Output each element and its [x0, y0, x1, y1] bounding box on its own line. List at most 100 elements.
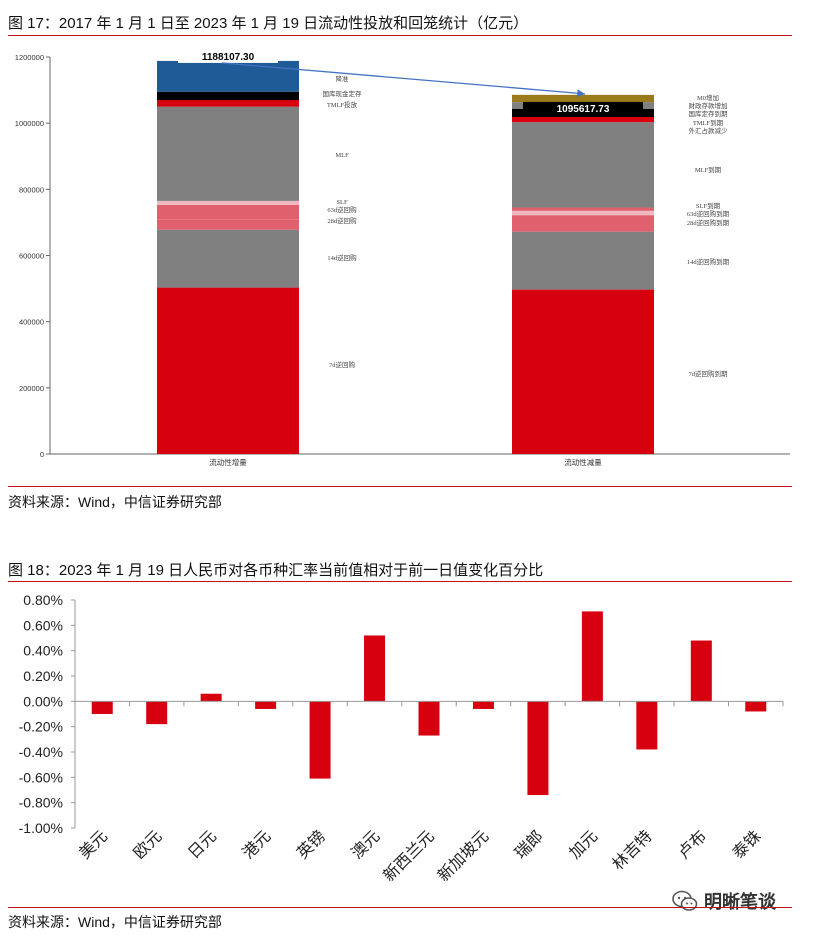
segment-label: 降准 — [336, 74, 350, 83]
y-tick-label: 0.80% — [23, 592, 63, 608]
segment-label: 财政存款增加 — [689, 101, 728, 110]
segment-label: 28d逆回购 — [327, 216, 357, 225]
fig18-source-rule — [8, 907, 792, 908]
watermark-text: 明晰笔谈 — [704, 892, 776, 912]
bar-segment — [512, 119, 654, 123]
x-tick-label: 美元 — [76, 827, 111, 862]
segment-label: 国库定存到期 — [689, 109, 729, 118]
bar-segment — [157, 204, 299, 220]
y-tick-label: 1000000 — [15, 119, 44, 128]
bar — [91, 701, 113, 714]
bar-segment — [512, 207, 654, 211]
y-tick-label: 0.60% — [23, 617, 63, 633]
fig17-source-rule — [8, 486, 792, 487]
bar-segment — [512, 215, 654, 232]
total-label: 1188107.30 — [202, 52, 255, 63]
segment-label: 14d逆回购 — [327, 253, 357, 262]
x-tick-label: 泰铢 — [729, 827, 764, 862]
bar — [418, 701, 440, 736]
bar-segment — [157, 91, 299, 101]
segment-label: 外汇占款减少 — [689, 126, 729, 135]
x-tick-label: 流动性增量 — [209, 457, 247, 467]
y-tick-label: -0.20% — [19, 719, 63, 735]
y-tick-label: 0.00% — [23, 693, 63, 709]
y-tick-label: -0.40% — [19, 744, 63, 760]
x-tick-label: 瑞郎 — [511, 827, 546, 862]
segment-label: SLF — [336, 199, 348, 206]
x-tick-label: 新西兰元 — [380, 827, 438, 885]
bar — [146, 701, 168, 725]
y-tick-label: 800000 — [19, 185, 44, 194]
x-tick-label: 新加坡元 — [434, 827, 492, 885]
bar-segment — [157, 200, 299, 205]
x-tick-label: 英镑 — [294, 827, 329, 862]
watermark: 明晰笔谈 — [672, 888, 776, 914]
segment-label: 63d逆回购到期 — [687, 209, 730, 218]
x-tick-label: 林吉特 — [609, 827, 656, 874]
bar-segment — [157, 100, 299, 104]
bar-segment — [512, 94, 654, 103]
total-label: 1095617.73 — [557, 104, 610, 115]
x-tick-label: 港元 — [239, 827, 274, 862]
fx-change-bar-chart: -1.00% -0.80% -0.60% -0.40% -0.20% 0.00% 0.20%… — [19, 592, 784, 885]
bar-segment — [512, 117, 654, 120]
y-tick-label: 200000 — [19, 384, 44, 393]
bar — [472, 701, 494, 709]
segment-label: 7d逆回购到期 — [689, 369, 729, 378]
bar — [581, 611, 603, 702]
y-tick-label: -0.80% — [19, 795, 63, 811]
fig17-title: 图 17：2017 年 1 月 1 日至 2023 年 1 月 19 日流动性投… — [8, 15, 529, 32]
x-tick-label: 日元 — [185, 828, 220, 863]
bar-segment — [157, 60, 299, 92]
x-tick-label: 卢布 — [675, 827, 710, 862]
y-tick-label: 1200000 — [15, 53, 44, 62]
segment-label: MLF到期 — [695, 166, 722, 174]
segment-label: TMLF到期 — [693, 119, 724, 127]
x-tick-label: 澳元 — [348, 827, 383, 862]
y-tick-label: 400000 — [19, 318, 44, 327]
bar — [745, 701, 767, 712]
comparison-arrow — [221, 62, 586, 98]
total-label-bg — [523, 101, 643, 115]
liquidity-stacked-bar-chart: 0 200000 400000 600000 800000 1000000 1200000 流… — [15, 50, 790, 467]
bar-segment — [512, 289, 654, 454]
y-tick-label: -0.60% — [19, 769, 63, 785]
bar — [636, 701, 658, 750]
segment-label: 7d逆回购 — [329, 360, 356, 369]
segment-label: SLF到期 — [696, 202, 721, 210]
bar-segment — [157, 219, 299, 230]
bar — [309, 701, 331, 779]
segment-label: MLF — [335, 152, 349, 159]
bar-segment — [157, 229, 299, 288]
x-tick-label: 加元 — [566, 827, 601, 862]
fig18-title: 图 18：2023 年 1 月 19 日人民币对各币种汇率当前值相对于前一日值变… — [8, 562, 544, 579]
segment-label: 63d逆回购 — [327, 205, 357, 214]
wechat-icon — [672, 890, 698, 911]
bar — [527, 701, 549, 796]
bar-segment — [512, 122, 654, 208]
bar — [255, 701, 277, 709]
segment-label: TMLF投放 — [327, 100, 358, 109]
y-tick-label: 0.40% — [23, 643, 63, 659]
fig18-title-rule — [8, 581, 792, 582]
y-tick-label: 600000 — [19, 252, 44, 261]
bar — [364, 635, 386, 702]
segment-label: M0增加 — [697, 93, 719, 102]
segment-label: 14d逆回购到期 — [687, 257, 730, 266]
fig17-title-rule — [8, 35, 792, 36]
fig17-source: 资料来源：Wind，中信证券研究部 — [8, 494, 222, 510]
bar — [200, 693, 222, 702]
bar-segment — [157, 106, 299, 201]
y-tick-label: 0 — [40, 450, 44, 459]
fig18-source: 资料来源：Wind，中信证券研究部 — [8, 914, 222, 930]
bar-segment — [157, 287, 299, 454]
x-tick-label: 欧元 — [130, 827, 165, 862]
bar-segment — [512, 210, 654, 216]
total-label-bg — [178, 50, 278, 63]
segment-label: 国库现金定存 — [323, 89, 363, 98]
bar-segment — [512, 231, 654, 290]
bar — [690, 640, 712, 702]
x-tick-label: 流动性减量 — [564, 457, 602, 467]
segment-label: 28d逆回购到期 — [687, 218, 730, 227]
bar-segment — [157, 103, 299, 107]
